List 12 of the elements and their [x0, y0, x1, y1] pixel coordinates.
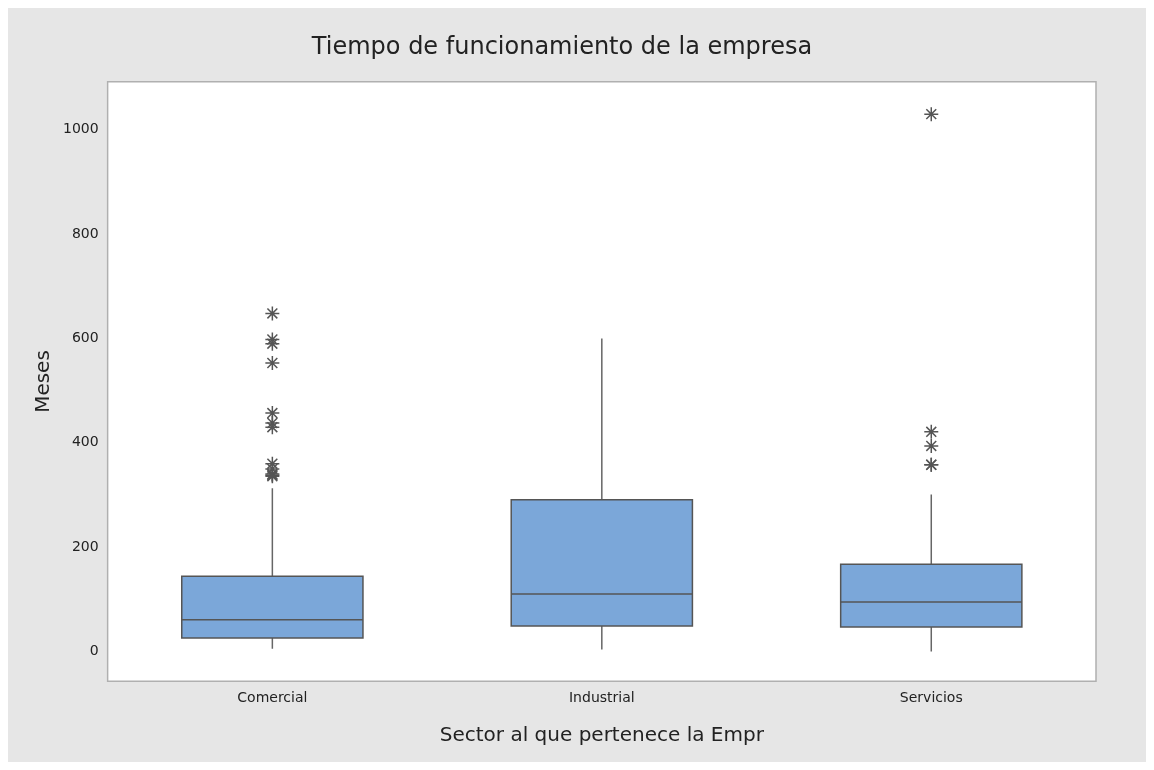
x-tick-label: Industrial [568, 689, 635, 706]
x-tick-label: Servicios [899, 689, 963, 706]
x-tick-label: Comercial [237, 689, 308, 706]
y-tick-label: 600 [71, 329, 99, 346]
y-tick-label: 0 [89, 642, 99, 659]
chart-title: Tiempo de funcionamiento de la empresa [310, 31, 813, 60]
y-tick-label: 1000 [62, 120, 99, 137]
y-tick-label: 200 [71, 537, 99, 554]
x-axis-title: Sector al que pertenece la Empr [439, 722, 765, 747]
y-tick-label: 400 [71, 433, 99, 450]
y-axis-title: Meses [30, 350, 55, 413]
y-tick-label: 800 [71, 224, 99, 241]
